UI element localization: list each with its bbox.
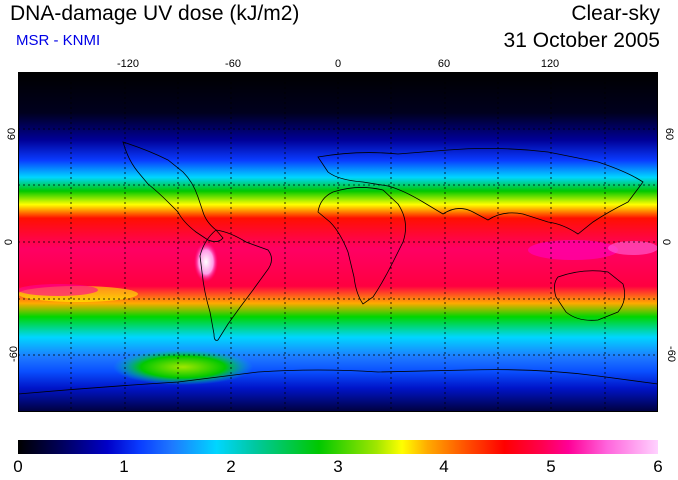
- pacific-east-high-uv: [608, 241, 658, 255]
- lat-label-left-2: 0: [3, 238, 16, 246]
- colorbar-tick-0: 0: [13, 457, 23, 476]
- pacific-pink-patch: [18, 284, 98, 296]
- lat-label-right-2: 0: [660, 238, 673, 246]
- south-america-high-uv: [194, 242, 218, 282]
- lon-label-top-3: 0: [334, 58, 342, 70]
- colorbar-tick-6: 6: [653, 457, 663, 476]
- graticule: [18, 72, 658, 412]
- map-title: DNA-damage UV dose (kJ/m2): [10, 2, 300, 25]
- colorbar-tick-4: 4: [439, 457, 449, 476]
- antarctic-ozone-hole-patch: [113, 349, 253, 385]
- lon-label-top-1: -120: [116, 58, 140, 70]
- source-label: MSR - KNMI: [16, 32, 101, 49]
- colorbar: [18, 440, 658, 454]
- eurasia-coast: [317, 148, 644, 235]
- uv-dose-map: [18, 72, 658, 412]
- colorbar-tick-3: 3: [333, 457, 343, 476]
- lat-label-right-1: 60: [663, 127, 676, 141]
- colorbar-tick-5: 5: [546, 457, 556, 476]
- indonesia-high-uv: [528, 240, 618, 260]
- date-label: 31 October 2005: [503, 29, 660, 52]
- africa-coast: [317, 187, 406, 305]
- colorbar-tick-1: 1: [119, 457, 129, 476]
- lat-label-right-3: -60: [664, 346, 677, 362]
- lon-label-top-2: -60: [225, 58, 241, 70]
- lat-label-left-1: 60: [6, 127, 19, 141]
- colorbar-tick-2: 2: [226, 457, 236, 476]
- south-america-coast: [199, 229, 272, 341]
- antarctica-coast: [18, 369, 658, 395]
- lon-label-top-5: 120: [540, 58, 560, 70]
- map-border: [18, 72, 658, 412]
- sky-condition-label: Clear-sky: [571, 2, 660, 25]
- lon-label-top-4: 60: [437, 58, 451, 70]
- australia-coast: [554, 270, 626, 321]
